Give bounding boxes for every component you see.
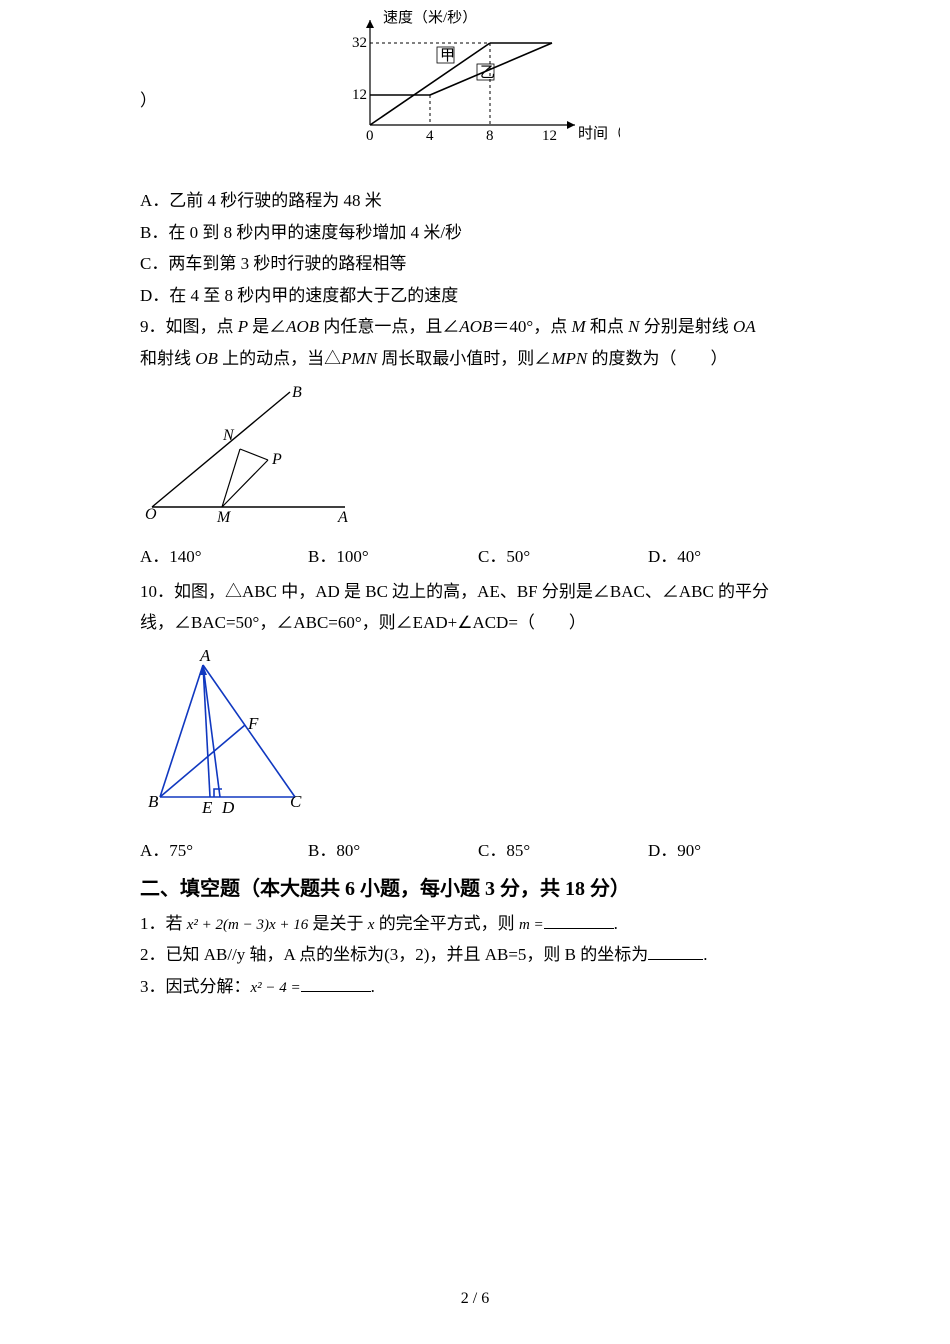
blank-2 bbox=[648, 942, 703, 960]
q10-opt-a: A．75° bbox=[140, 835, 308, 866]
section-2-title: 二、填空题（本大题共 6 小题，每小题 3 分，共 18 分） bbox=[140, 871, 810, 908]
svg-text:M: M bbox=[216, 509, 232, 522]
svg-text:B: B bbox=[148, 792, 159, 811]
q10-opt-b: B．80° bbox=[308, 835, 478, 866]
svg-text:B: B bbox=[292, 384, 302, 401]
blank-3 bbox=[301, 974, 371, 992]
q9-line1: 9．如图，点 P 是∠AOB 内任意一点，且∠AOB＝40°，点 M 和点 N … bbox=[140, 311, 810, 342]
q10-opt-d: D．90° bbox=[648, 835, 798, 866]
label-jia: 甲 bbox=[440, 48, 455, 64]
diagram-q10: A B C E D F bbox=[140, 647, 810, 827]
q10-line1: 10．如图，△ABC 中，AD 是 BC 边上的高，AE、BF 分别是∠BAC、… bbox=[140, 576, 810, 607]
svg-text:N: N bbox=[222, 427, 235, 444]
svg-text:C: C bbox=[290, 792, 302, 811]
q9-opt-c: C．50° bbox=[478, 541, 648, 572]
q10-opt-c: C．85° bbox=[478, 835, 648, 866]
svg-text:4: 4 bbox=[426, 128, 434, 144]
q10-line2: 线，∠BAC=50°，∠ABC=60°，则∠EAD+∠ACD=（ ） bbox=[140, 607, 810, 638]
svg-text:P: P bbox=[271, 451, 282, 468]
q9-opt-b: B．100° bbox=[308, 541, 478, 572]
svg-text:E: E bbox=[201, 798, 213, 817]
svg-text:O: O bbox=[145, 506, 157, 522]
svg-text:12: 12 bbox=[542, 128, 557, 144]
diagram-q9: O M A B N P bbox=[140, 382, 810, 532]
x-axis-title: 时间（秒） bbox=[578, 125, 620, 142]
label-yi: 乙 bbox=[480, 65, 495, 81]
blank-1 bbox=[544, 911, 614, 929]
svg-text:0: 0 bbox=[366, 128, 374, 144]
option-b: B．在 0 到 8 秒内甲的速度每秒增加 4 米/秒 bbox=[140, 217, 810, 248]
y-axis-title: 速度（米/秒） bbox=[383, 10, 477, 26]
q9-opt-a: A．140° bbox=[140, 541, 308, 572]
chart-svg: 32 12 0 4 8 12 速度（米/秒） 时间（秒） 甲 乙 bbox=[330, 10, 620, 150]
q10-options: A．75° B．80° C．85° D．90° bbox=[140, 835, 810, 866]
option-c: C．两车到第 3 秒时行驶的路程相等 bbox=[140, 248, 810, 279]
page-footer: 2 / 6 bbox=[0, 1284, 950, 1314]
svg-text:12: 12 bbox=[352, 87, 367, 103]
fill-q3: 3．因式分解：x² − 4 =. bbox=[140, 971, 810, 1003]
svg-text:8: 8 bbox=[486, 128, 494, 144]
q9-opt-d: D．40° bbox=[648, 541, 798, 572]
fill-q2: 2．已知 AB//y 轴，A 点的坐标为(3，2)，并且 AB=5，则 B 的坐… bbox=[140, 939, 810, 970]
svg-text:32: 32 bbox=[352, 35, 367, 51]
closing-paren: ） bbox=[140, 85, 157, 116]
q9-options: A．140° B．100° C．50° D．40° bbox=[140, 541, 810, 572]
svg-text:A: A bbox=[337, 509, 348, 522]
svg-text:A: A bbox=[199, 647, 211, 665]
option-a: A．乙前 4 秒行驶的路程为 48 米 bbox=[140, 185, 810, 216]
q9-line2: 和射线 OB 上的动点，当△PMN 周长取最小值时，则∠MPN 的度数为（ ） bbox=[140, 343, 810, 374]
fill-q1: 1．若 x² + 2(m − 3)x + 16 是关于 x 的完全平方式，则 m… bbox=[140, 908, 810, 940]
velocity-chart: ） 32 12 0 4 8 12 速度（米/秒） 时间（秒） 甲 乙 bbox=[140, 10, 810, 160]
svg-text:D: D bbox=[221, 798, 235, 817]
option-d: D．在 4 至 8 秒内甲的速度都大于乙的速度 bbox=[140, 280, 810, 311]
svg-text:F: F bbox=[247, 714, 259, 733]
